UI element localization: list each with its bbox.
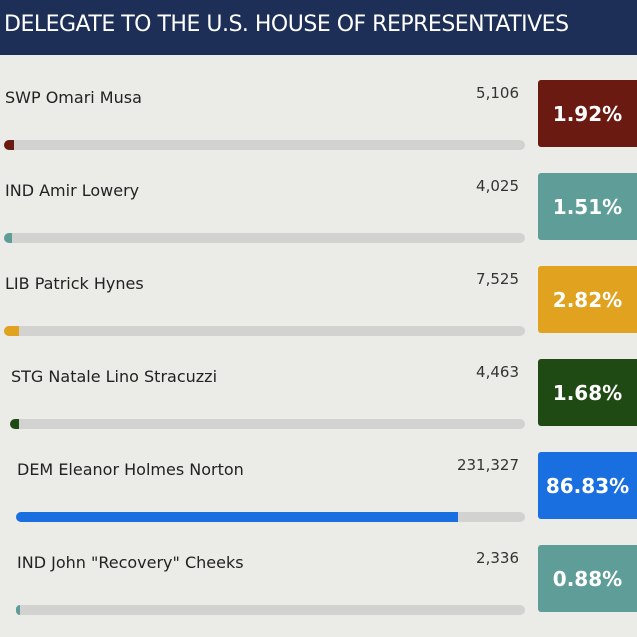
result-row: LIB Patrick Hynes 7,525 2.82% (0, 244, 637, 337)
candidate-name: IND Amir Lowery (5, 181, 140, 200)
bar (10, 419, 19, 429)
bar-track (4, 233, 525, 243)
chart-title: DELEGATE TO THE U.S. HOUSE OF REPRESENTA… (4, 12, 569, 37)
bar-track (16, 512, 525, 522)
bar-track (10, 419, 525, 429)
vote-count: 7,525 (476, 270, 519, 288)
bar-track (16, 605, 525, 615)
bar (4, 233, 12, 243)
candidate-name: LIB Patrick Hynes (5, 274, 144, 293)
candidate-name: IND John "Recovery" Cheeks (17, 553, 244, 572)
vote-count: 231,327 (456, 456, 519, 474)
bar (4, 140, 14, 150)
vote-count: 4,463 (476, 363, 519, 381)
header: DELEGATE TO THE U.S. HOUSE OF REPRESENTA… (0, 0, 637, 55)
candidate-name: STG Natale Lino Stracuzzi (11, 367, 218, 386)
result-row: SWP Omari Musa 5,106 1.92% (0, 58, 637, 151)
bar-track (4, 326, 525, 336)
result-row: DEM Eleanor Holmes Norton 231,327 86.83% (0, 430, 637, 523)
result-row: IND Amir Lowery 4,025 1.51% (0, 151, 637, 244)
vote-count: 4,025 (476, 177, 519, 195)
result-row: STG Natale Lino Stracuzzi 4,463 1.68% (0, 337, 637, 430)
bar (4, 326, 19, 336)
percent-label: 2.82% (538, 266, 637, 333)
result-row: IND John "Recovery" Cheeks 2,336 0.88% (0, 523, 637, 616)
percent-label: 0.88% (538, 545, 637, 612)
vote-count: 5,106 (476, 84, 519, 102)
vote-count: 2,336 (476, 549, 519, 567)
candidate-name: DEM Eleanor Holmes Norton (17, 460, 244, 479)
bar (16, 512, 458, 522)
percent-label: 1.68% (538, 359, 637, 426)
percent-label: 1.92% (538, 80, 637, 147)
bar-track (4, 140, 525, 150)
percent-label: 1.51% (538, 173, 637, 240)
candidate-name: SWP Omari Musa (5, 88, 142, 107)
percent-label: 86.83% (538, 452, 637, 519)
bar (16, 605, 21, 615)
